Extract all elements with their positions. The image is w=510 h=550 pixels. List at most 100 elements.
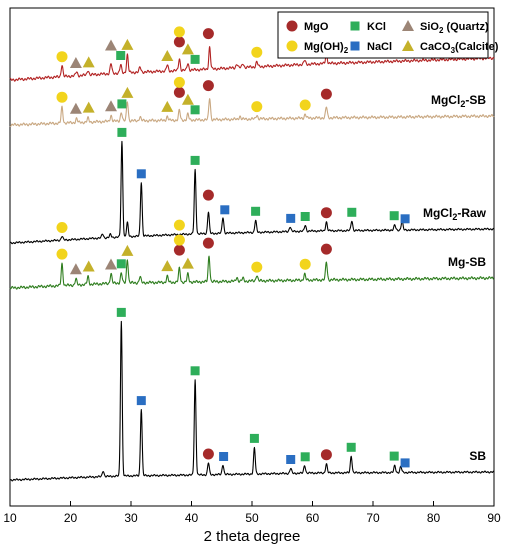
series-line-Mg-SB bbox=[9, 255, 495, 290]
phase-marker bbox=[181, 93, 194, 105]
x-axis: 10 20 30 40 50 60 70 80 90 bbox=[3, 501, 501, 525]
marker-layer bbox=[56, 26, 410, 468]
phase-marker bbox=[136, 169, 146, 179]
phase-marker bbox=[400, 458, 410, 468]
phase-marker bbox=[320, 207, 332, 219]
phase-marker bbox=[56, 248, 68, 260]
phase-marker bbox=[190, 155, 200, 165]
phase-marker bbox=[300, 212, 310, 221]
legend-marker bbox=[402, 20, 414, 31]
phase-marker bbox=[220, 205, 230, 215]
phase-marker bbox=[121, 86, 134, 98]
legend-marker bbox=[286, 40, 298, 52]
phase-marker bbox=[69, 57, 82, 68]
phase-marker bbox=[173, 219, 185, 231]
phase-marker bbox=[299, 258, 311, 270]
phase-marker bbox=[121, 38, 134, 50]
phase-marker bbox=[173, 86, 185, 98]
series-label: Mg-SB bbox=[448, 255, 486, 269]
legend-label: Mg(OH)2 bbox=[304, 41, 349, 55]
series-label: MgCl2-Raw bbox=[423, 206, 487, 222]
phase-marker bbox=[105, 258, 117, 270]
phase-marker bbox=[56, 222, 68, 233]
phase-marker bbox=[389, 451, 399, 461]
series-line-SB bbox=[9, 320, 495, 482]
x-tick-label: 60 bbox=[306, 511, 320, 525]
phase-marker bbox=[320, 449, 332, 461]
phase-marker bbox=[251, 46, 263, 58]
phase-marker bbox=[190, 366, 200, 376]
phase-marker bbox=[105, 39, 117, 51]
phase-marker bbox=[400, 214, 410, 224]
phase-marker bbox=[116, 307, 126, 317]
phase-marker bbox=[299, 99, 311, 111]
phase-marker bbox=[202, 448, 214, 460]
phase-marker bbox=[202, 189, 214, 201]
phase-marker bbox=[116, 51, 126, 60]
plot-frame bbox=[9, 7, 495, 507]
x-axis-title: 2 theta degree bbox=[204, 528, 301, 545]
x-tick-label: 90 bbox=[487, 511, 501, 525]
legend-label: CaCO3(Calcite) bbox=[420, 41, 499, 55]
phase-marker bbox=[181, 43, 194, 55]
phase-marker bbox=[116, 259, 126, 269]
phase-marker bbox=[202, 237, 214, 249]
x-tick-label: 10 bbox=[3, 511, 17, 525]
phase-marker bbox=[251, 261, 263, 273]
x-tick-label: 80 bbox=[427, 511, 441, 525]
legend-marker bbox=[350, 41, 360, 51]
legend-label: SiO2 (Quartz) bbox=[420, 21, 489, 35]
phase-marker bbox=[121, 244, 134, 256]
x-tick-label: 50 bbox=[245, 511, 259, 525]
phase-marker bbox=[117, 127, 127, 137]
x-tick-label: 70 bbox=[366, 511, 380, 525]
phase-marker bbox=[173, 36, 185, 48]
phase-marker bbox=[190, 54, 200, 64]
series-label: SB bbox=[469, 449, 486, 463]
phase-marker bbox=[161, 260, 174, 272]
phase-marker bbox=[161, 100, 174, 112]
phase-marker bbox=[251, 206, 261, 216]
x-tick-label: 20 bbox=[64, 511, 78, 525]
series-label: MgCl2-SB bbox=[431, 93, 486, 109]
phase-marker bbox=[173, 26, 185, 38]
x-tick-label: 30 bbox=[124, 511, 138, 525]
phase-marker bbox=[320, 88, 332, 100]
phase-marker bbox=[56, 91, 68, 103]
phase-marker bbox=[249, 433, 259, 443]
series-line-MgCl2-SB bbox=[9, 98, 495, 127]
phase-marker bbox=[117, 99, 127, 109]
phase-marker bbox=[389, 211, 399, 221]
phase-marker bbox=[69, 102, 82, 114]
phase-marker bbox=[251, 101, 263, 113]
legend-marker bbox=[286, 20, 298, 32]
phase-marker bbox=[82, 101, 95, 113]
legend-label: KCl bbox=[367, 21, 386, 33]
phase-marker bbox=[82, 56, 95, 68]
phase-marker bbox=[300, 452, 310, 462]
legend: MgO KCl SiO2 (Quartz) Mg(OH)2 NaCl CaCO3(Calc… bbox=[277, 11, 499, 59]
phase-marker bbox=[181, 257, 194, 269]
phase-marker bbox=[202, 80, 214, 92]
phase-marker bbox=[346, 442, 356, 452]
legend-label: MgO bbox=[304, 21, 329, 33]
phase-marker bbox=[202, 28, 214, 40]
phase-marker bbox=[105, 100, 117, 112]
phase-marker bbox=[347, 207, 357, 217]
phase-marker bbox=[56, 51, 68, 63]
phase-marker bbox=[69, 263, 82, 275]
phase-marker bbox=[219, 452, 229, 461]
series-layer bbox=[9, 46, 495, 482]
legend-box bbox=[277, 11, 489, 59]
legend-marker bbox=[350, 21, 360, 31]
phase-marker bbox=[173, 244, 185, 256]
phase-marker bbox=[320, 243, 332, 255]
phase-marker bbox=[286, 213, 296, 223]
phase-marker bbox=[286, 455, 296, 464]
phase-marker bbox=[136, 396, 146, 406]
series-line-I-Mg-SB bbox=[9, 46, 495, 82]
x-tick-label: 40 bbox=[185, 511, 199, 525]
phase-marker bbox=[82, 260, 95, 272]
series-line-MgCl2-Raw bbox=[9, 140, 495, 245]
